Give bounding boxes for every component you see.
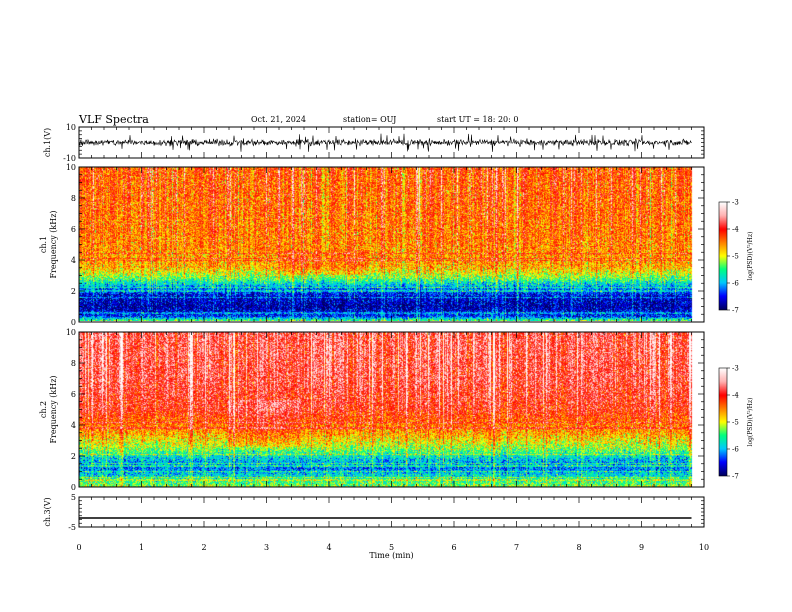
panel-frames <box>78 126 730 528</box>
panel-frame-s2 <box>78 331 705 488</box>
y-tick-label-w1: 10 <box>66 123 76 132</box>
ch1-spectrogram-heatmap <box>79 167 693 321</box>
figure-title: VLF Spectra <box>79 113 149 126</box>
y-tick-label-s1: 8 <box>71 194 76 203</box>
y-tick-label-s2: 6 <box>71 390 76 399</box>
y-tick-label-s2: 10 <box>66 328 76 337</box>
colorbar-frame <box>718 367 728 477</box>
date-label: Oct. 21, 2024 <box>251 115 306 124</box>
colorbar-tick-label: -5 <box>732 419 739 427</box>
x-tick-label: 10 <box>699 543 709 552</box>
ch2-colorbar <box>719 368 727 476</box>
x-tick-label: 7 <box>514 543 519 552</box>
y-tick-label-s2: 0 <box>71 483 76 492</box>
ch1-waveform-series <box>78 133 692 152</box>
y-tick-label-s1: 2 <box>71 287 76 296</box>
colorbar-tick-label: -6 <box>732 446 739 454</box>
ch1-waveform-line <box>78 133 692 152</box>
colorbar-frame <box>718 201 728 311</box>
y-tick-label-s1: 0 <box>71 318 76 327</box>
y-axis-label-s1: Frequency (kHz) <box>49 210 58 278</box>
x-tick-label: 1 <box>139 543 144 552</box>
y-axis-label-s2: Frequency (kHz) <box>49 375 58 443</box>
y-axis-label-s2: ch.2 <box>39 401 48 418</box>
y-tick-label-s2: 8 <box>71 359 76 368</box>
colorbar-label: log(PSD)(V²/Hz) <box>747 232 754 281</box>
y-tick-label-s1: 4 <box>71 256 76 265</box>
y-tick-label-s1: 6 <box>71 225 76 234</box>
x-tick-label: 2 <box>201 543 206 552</box>
colorbar-tick-label: -7 <box>732 473 739 481</box>
x-tick-label: 4 <box>326 543 331 552</box>
colorbar-tick-label: -4 <box>732 392 739 400</box>
colorbar-tick-label: -6 <box>732 280 739 288</box>
x-axis-label: Time (min) <box>369 551 413 560</box>
x-tick-label: 3 <box>264 543 269 552</box>
y-tick-label-s2: 2 <box>71 452 76 461</box>
colorbar-tick-label: -7 <box>732 307 739 315</box>
x-tick-label: 9 <box>639 543 644 552</box>
y-tick-label-w3: -5 <box>68 523 76 532</box>
start-time-label: start UT = 18: 20: 0 <box>437 115 519 124</box>
colorbar-label: log(PSD)(V²/Hz) <box>747 398 754 447</box>
ch2-spectrogram-heatmap <box>79 332 693 487</box>
ch1-colorbar <box>719 202 727 310</box>
y-tick-label-w3: 5 <box>71 493 76 502</box>
colorbar-tick-label: -4 <box>732 226 739 234</box>
colorbar-tick-label: -3 <box>732 365 739 373</box>
x-tick-label: 8 <box>576 543 581 552</box>
colorbar-tick-label: -3 <box>732 199 739 207</box>
y-tick-label-s2: 4 <box>71 421 76 430</box>
y-axis-label-w1: ch.1(V) <box>43 128 52 157</box>
y-axis-label-w3: ch.3(V) <box>43 497 52 526</box>
panel-frame-s1 <box>78 166 705 323</box>
y-tick-label-w1: -10 <box>63 154 76 163</box>
y-axis-label-s1: ch.1 <box>39 236 48 253</box>
station-label: station= OUJ <box>343 115 397 124</box>
x-tick-label: 0 <box>76 543 81 552</box>
y-tick-label-s1: 10 <box>66 163 76 172</box>
colorbar-tick-label: -5 <box>732 253 739 261</box>
x-tick-label: 5 <box>389 543 394 552</box>
x-tick-label: 6 <box>451 543 456 552</box>
